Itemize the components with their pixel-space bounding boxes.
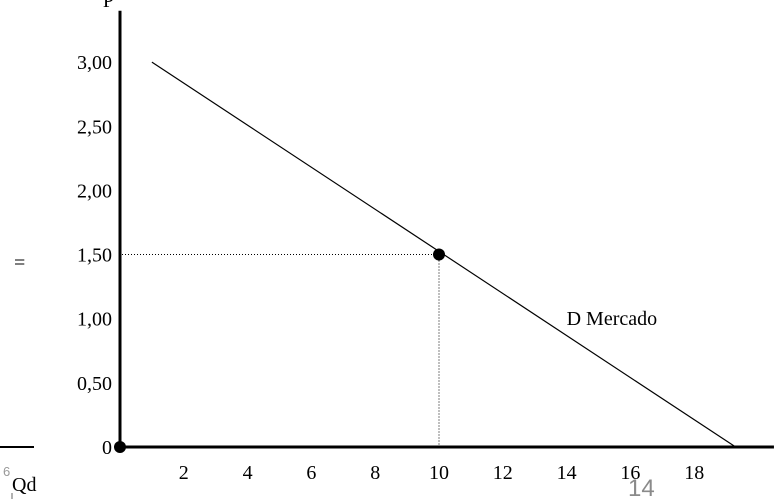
y-tick-label: 0 (102, 437, 112, 459)
y-tick-label: 2,50 (77, 116, 112, 138)
x-tick-labels: 2 4 6 8 10 12 14 16 18 (179, 462, 704, 484)
y-tick-label: 3,00 (77, 52, 112, 74)
y-tick-label: 1,00 (77, 309, 112, 331)
origin-point (114, 441, 126, 453)
left-tick-fragment: 6 (3, 464, 10, 479)
y-tick-label: 0,50 (77, 373, 112, 395)
equilibrium-point (433, 248, 445, 261)
y-axis-label: P (103, 0, 114, 12)
y-tick-labels: 0 0,50 1,00 1,50 2,00 2,50 3,00 (77, 52, 112, 459)
x-tick-label: 2 (179, 462, 189, 484)
y-tick-label: 1,50 (77, 245, 112, 267)
x-tick-label: 12 (493, 462, 513, 484)
x-tick-label: 14 (557, 462, 577, 484)
equals-sign: = (14, 252, 25, 274)
y-tick-label: 2,00 (77, 180, 112, 202)
x-tick-label: 16 (620, 462, 640, 484)
x-tick-label: 18 (684, 462, 704, 484)
x-tick-label: 8 (370, 462, 380, 484)
x-tick-label: 6 (306, 462, 316, 484)
left-qd-label: Qd (12, 474, 36, 496)
x-tick-label: 10 (429, 462, 449, 484)
slide-number: 14 (628, 475, 655, 499)
x-tick-label: 4 (243, 462, 253, 484)
series-label-d-mercado: D Mercado (567, 308, 658, 330)
